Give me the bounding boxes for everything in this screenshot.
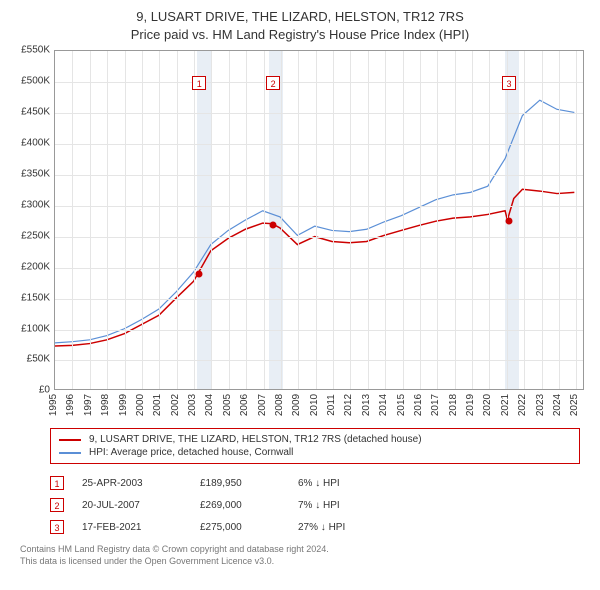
y-axis-label: £400K [10, 138, 50, 149]
y-axis-label: £200K [10, 261, 50, 272]
legend-row: HPI: Average price, detached house, Corn… [59, 446, 571, 459]
event-marker: 2 [266, 76, 280, 90]
legend-label: 9, LUSART DRIVE, THE LIZARD, HELSTON, TR… [89, 434, 422, 445]
event-marker: 3 [502, 76, 516, 90]
event-price: £269,000 [200, 500, 280, 511]
event-row: 2 20-JUL-2007 £269,000 7% ↓ HPI [50, 494, 580, 516]
title-block: 9, LUSART DRIVE, THE LIZARD, HELSTON, TR… [0, 0, 600, 50]
footer: Contains HM Land Registry data © Crown c… [20, 544, 580, 567]
legend-row: 9, LUSART DRIVE, THE LIZARD, HELSTON, TR… [59, 433, 571, 446]
event-diff: 6% ↓ HPI [298, 478, 378, 489]
y-axis-label: £250K [10, 230, 50, 241]
event-price: £189,950 [200, 478, 280, 489]
event-row: 1 25-APR-2003 £189,950 6% ↓ HPI [50, 472, 580, 494]
y-axis-label: £50K [10, 354, 50, 365]
events-table: 1 25-APR-2003 £189,950 6% ↓ HPI 2 20-JUL-2007… [50, 472, 580, 538]
y-axis-label: £100K [10, 323, 50, 334]
sale-point-icon [506, 218, 513, 225]
event-row: 3 17-FEB-2021 £275,000 27% ↓ HPI [50, 516, 580, 538]
legend-label: HPI: Average price, detached house, Corn… [89, 447, 293, 458]
event-marker: 1 [192, 76, 206, 90]
event-number: 1 [50, 476, 64, 490]
sale-point-icon [270, 222, 277, 229]
event-date: 20-JUL-2007 [82, 500, 182, 511]
title-line-1: 9, LUSART DRIVE, THE LIZARD, HELSTON, TR… [0, 8, 600, 26]
title-line-2: Price paid vs. HM Land Registry's House … [0, 26, 600, 44]
legend-swatch [59, 439, 81, 441]
event-number: 3 [50, 520, 64, 534]
legend-swatch [59, 452, 81, 454]
legend: 9, LUSART DRIVE, THE LIZARD, HELSTON, TR… [50, 428, 580, 464]
footer-line-2: This data is licensed under the Open Gov… [20, 556, 580, 568]
y-axis-label: £550K [10, 45, 50, 56]
y-axis-label: £350K [10, 169, 50, 180]
y-axis-label: £500K [10, 76, 50, 87]
event-date: 17-FEB-2021 [82, 522, 182, 533]
y-axis-label: £300K [10, 199, 50, 210]
event-diff: 7% ↓ HPI [298, 500, 378, 511]
chart-area: £0£50K£100K£150K£200K£250K£300K£350K£400… [10, 50, 590, 420]
y-axis-label: £450K [10, 107, 50, 118]
plot: 1 2 3 [54, 50, 584, 390]
sale-point-icon [196, 270, 203, 277]
event-date: 25-APR-2003 [82, 478, 182, 489]
y-axis-label: £150K [10, 292, 50, 303]
event-price: £275,000 [200, 522, 280, 533]
event-diff: 27% ↓ HPI [298, 522, 378, 533]
footer-line-1: Contains HM Land Registry data © Crown c… [20, 544, 580, 556]
x-axis-label: 2025 [560, 390, 590, 420]
event-number: 2 [50, 498, 64, 512]
